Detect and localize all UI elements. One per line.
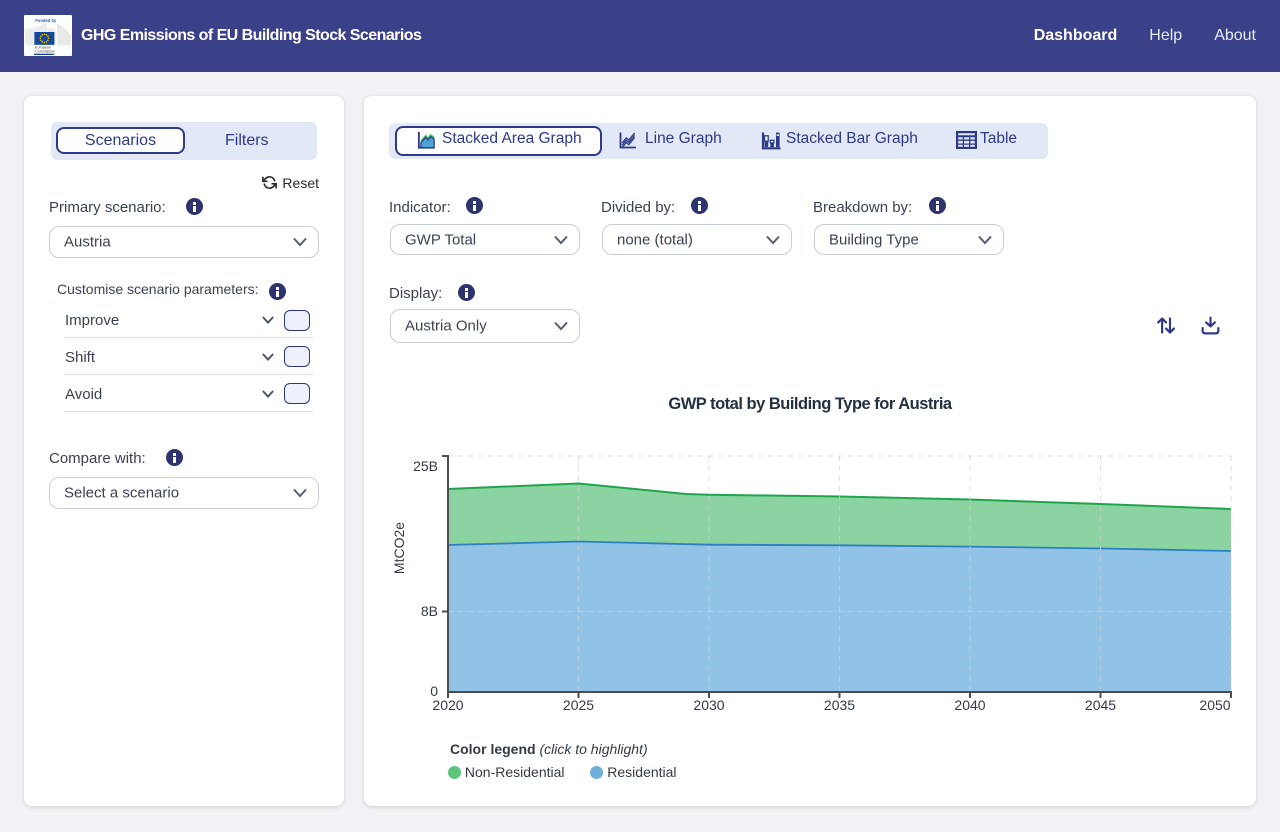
svg-text:2035: 2035 bbox=[824, 697, 855, 713]
svg-text:European: European bbox=[35, 46, 51, 50]
svg-text:2040: 2040 bbox=[954, 697, 985, 713]
svg-text:8B: 8B bbox=[421, 603, 438, 619]
svg-text:2050: 2050 bbox=[1199, 697, 1230, 713]
svg-text:2025: 2025 bbox=[563, 697, 594, 713]
svg-text:2030: 2030 bbox=[693, 697, 724, 713]
svg-text:MtCO2e: MtCO2e bbox=[391, 522, 407, 574]
svg-text:2045: 2045 bbox=[1085, 697, 1116, 713]
svg-text:25B: 25B bbox=[413, 458, 438, 474]
svg-text:2020: 2020 bbox=[432, 697, 463, 713]
svg-text:Commission: Commission bbox=[35, 49, 55, 53]
svg-text:0: 0 bbox=[430, 683, 438, 699]
svg-text:Funded by: Funded by bbox=[35, 18, 57, 23]
